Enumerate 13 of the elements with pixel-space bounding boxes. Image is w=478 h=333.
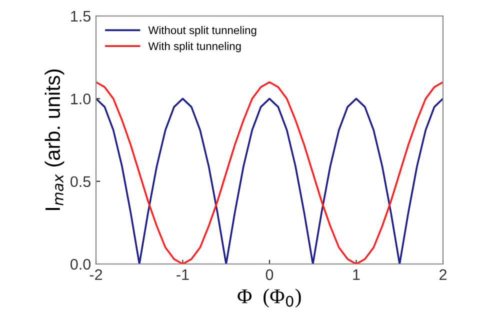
y-tick-label: 0.0 [70, 258, 91, 270]
x-tick-label: 1 [353, 269, 360, 280]
x-tick-label: 0 [266, 269, 274, 280]
legend-label: With split tunneling [148, 42, 241, 52]
x-tick-label: -2 [90, 269, 102, 280]
y-tick-label: 0.5 [70, 176, 90, 188]
y-tick-label: 1.0 [71, 94, 91, 104]
y-axis-title: I$_{max}$ (arb. units) [44, 69, 64, 210]
legend-label: Without split tunneling [148, 26, 256, 36]
x-tick-label: 2 [440, 269, 446, 280]
y-tick-label: 1.5 [71, 11, 90, 22]
x-tick-label: -1 [176, 269, 189, 280]
x-axis-title: Φ (Φ$_{0}$) [238, 288, 301, 308]
